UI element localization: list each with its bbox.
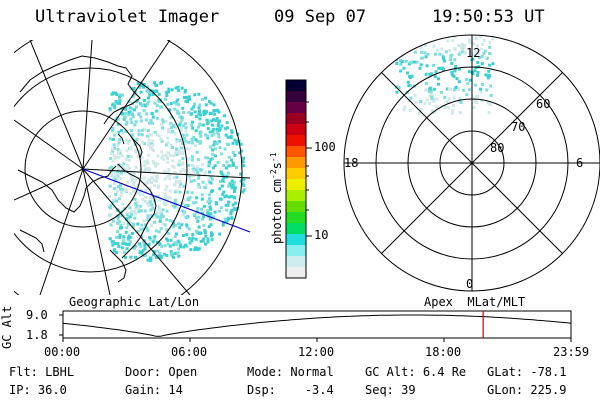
apex-dial [343,34,600,292]
colorbar-segment [286,212,306,224]
date-label: 09 Sep 07 [274,7,367,27]
colorbar-segment [286,157,306,169]
status-mode: Mode: Normal [247,365,334,379]
geographic-map [14,40,251,295]
status-door: Door: Open [125,365,198,379]
status-flt: Flt: LBHL [9,365,75,379]
colorbar-segment [286,113,306,125]
colorbar-segment [286,80,306,92]
altitude-ylabel: GC Alt [0,305,14,349]
status-ip: IP: 36.0 [9,383,67,397]
colorbar-segment [286,168,306,180]
colorbar-segment [286,245,306,257]
colorbar-segment [286,234,306,246]
colorbar-segment [286,124,306,136]
coastlines [17,55,157,283]
colorbar-segment [286,91,306,103]
colorbar-segment [286,190,306,202]
altitude-xtick-0: 00:00 [44,345,81,359]
mlt-label-18: 18 [344,156,359,170]
mlat-label-70: 70 [511,120,526,134]
colorbar-segment [286,256,306,268]
meridians [14,40,251,295]
colorbar-segment [286,179,306,191]
colorbar-segment [286,146,306,158]
status-seq: Seq: 39 [365,383,416,397]
mlat-label-80: 80 [490,141,505,155]
altitude-ytick-max: 9.0 [26,308,48,322]
colorbar-segment [286,267,306,279]
status-glat: GLat: -78.1 [487,365,567,379]
geographic-panel-label: Geographic Lat/Lon [69,295,200,309]
colorbar-segment [286,201,306,213]
colorbar-segment [286,223,306,235]
colorbar-tick-10: 10 [314,228,329,242]
app-title: Ultraviolet Imager [35,7,220,27]
altitude-xtick-4: 23:59 [553,345,590,359]
time-label: 19:50:53 UT [432,7,545,27]
altitude-ytick-min: 1.8 [26,328,48,342]
altitude-xtick-1: 06:00 [171,345,208,359]
status-gain: Gain: 14 [125,383,183,397]
mlt-label-12: 12 [466,46,481,60]
colorbar-unit-label: photon cm-2s-1 [269,152,284,244]
orbit-track [82,168,251,233]
altitude-xtick-2: 12:00 [298,345,335,359]
status-glon: GLon: 225.9 [487,383,567,397]
mlt-spokes [344,35,600,291]
altitude-xtick-3: 18:00 [425,345,462,359]
colorbar-segment [286,102,306,114]
altitude-plot [59,310,572,342]
mlt-label-0: 0 [466,277,474,291]
colorbar-segment [286,135,306,147]
status-dsp: Dsp: -3.4 [247,383,334,397]
colorbar [285,79,312,279]
mlt-label-6: 6 [576,156,584,170]
status-gc-alt: GC Alt: 6.4 Re [365,365,467,379]
colorbar-tick-100: 100 [314,140,336,154]
apex-panel-label: Apex MLat/MLT [424,295,526,309]
mlat-label-60: 60 [536,97,551,111]
